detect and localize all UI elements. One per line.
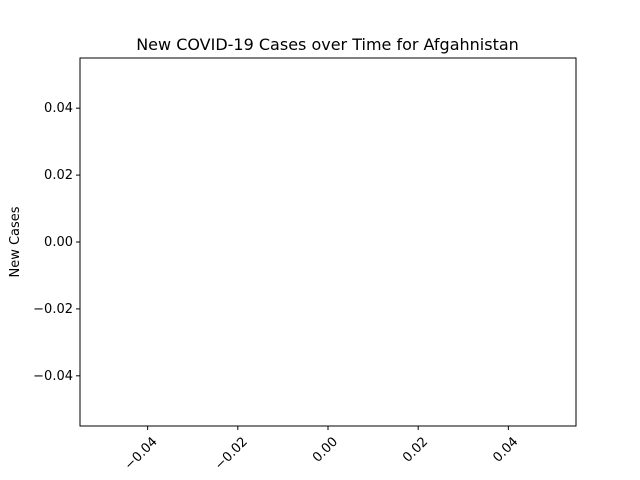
y-tick-label: 0.04 <box>44 101 73 116</box>
chart-title: New COVID-19 Cases over Time for Afgahni… <box>136 35 519 54</box>
y-tick-label: −0.02 <box>33 302 73 317</box>
y-axis-label: New Cases <box>8 206 23 277</box>
y-tick-label: 0.02 <box>44 168 73 183</box>
y-tick-label: −0.04 <box>33 369 73 384</box>
y-tick-label: 0.00 <box>44 235 73 250</box>
